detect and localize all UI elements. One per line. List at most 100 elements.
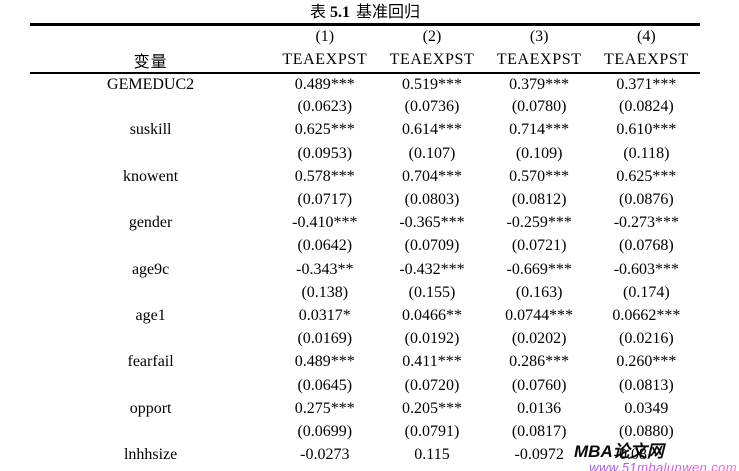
se-cell: (0.0812) <box>511 191 567 209</box>
coef-cell: 0.286*** <box>509 353 570 371</box>
coef-cell: -0.365*** <box>399 214 465 232</box>
se-empty-cell <box>30 420 271 443</box>
coef-cell: 0.489*** <box>294 353 355 371</box>
se-cell: (0.0803) <box>404 191 460 209</box>
variable-name: opport <box>129 399 172 417</box>
se-cell: (0.0192) <box>404 330 460 348</box>
se-cell: (0.174) <box>623 283 670 301</box>
se-empty-cell <box>30 188 271 211</box>
se-cell: (0.0760) <box>511 376 567 394</box>
coef-cell: 0.625*** <box>616 167 677 185</box>
coef-row: age1 0.0317* 0.0466** 0.0744*** 0.0662*** <box>30 304 700 327</box>
se-cell: (0.0953) <box>297 144 353 162</box>
se-cell: (0.0736) <box>404 98 460 116</box>
coef-cell: -0.259*** <box>506 214 572 232</box>
se-row: (0.0699) (0.0791) (0.0817) (0.0880) <box>30 420 700 443</box>
coef-cell: 0.0744*** <box>505 306 574 324</box>
variable-name: age9c <box>131 260 170 278</box>
table-body: GEMEDUC2 0.489*** 0.519*** 0.379*** 0.371***… <box>30 73 700 467</box>
coef-cell: 0.411*** <box>402 353 462 371</box>
model-number-2: (2) <box>422 27 442 45</box>
table-title-text: 基准回归 <box>356 4 421 21</box>
coef-cell: -0.08 <box>613 446 647 464</box>
se-cell: (0.0642) <box>297 237 353 255</box>
se-cell: (0.0699) <box>297 422 353 440</box>
coef-row: fearfail 0.489*** 0.411*** 0.286*** 0.260*** <box>30 351 700 374</box>
se-row: (0.0645) (0.0720) (0.0760) (0.0813) <box>30 374 700 397</box>
coef-cell: 0.519*** <box>401 75 462 93</box>
coef-row: GEMEDUC2 0.489*** 0.519*** 0.379*** 0.371*** <box>30 73 700 96</box>
variable-name: age1 <box>135 306 166 324</box>
model-number-empty-cell <box>30 25 271 48</box>
coef-cell: -0.669*** <box>506 260 572 278</box>
coef-cell: 0.610*** <box>616 121 677 139</box>
coef-cell: 0.0662*** <box>612 306 681 324</box>
coef-cell: 0.489*** <box>294 75 355 93</box>
model-number-4: (4) <box>637 27 656 45</box>
model-number-1: (1) <box>315 27 335 45</box>
se-empty-cell <box>30 374 271 397</box>
coef-cell: 0.0349 <box>624 399 669 417</box>
variable-column-header: 变量 <box>30 47 272 74</box>
se-cell: (0.0645) <box>297 376 353 394</box>
coef-cell: 0.0317* <box>298 306 351 324</box>
se-cell: (0.0202) <box>511 330 567 348</box>
coef-cell: 0.578*** <box>294 167 355 185</box>
coef-row: gender -0.410*** -0.365*** -0.259*** -0.273*… <box>30 212 700 235</box>
se-cell: (0.138) <box>301 283 349 301</box>
coef-cell: -0.410*** <box>292 214 358 232</box>
se-empty-cell <box>30 235 271 258</box>
table-header: (1) (2) (3) (4) 变量 TEAEXPST TEAEXPST TEA… <box>30 25 700 74</box>
coef-cell: 0.0466** <box>401 306 462 324</box>
coef-cell: 0.714*** <box>509 121 570 139</box>
se-cell: (0.0623) <box>297 98 353 116</box>
se-empty-cell <box>30 328 271 351</box>
coef-cell: 0.704*** <box>401 167 462 185</box>
coef-row: age9c -0.343** -0.432*** -0.669*** -0.603*** <box>30 258 700 281</box>
se-cell: (0.0880) <box>619 422 674 440</box>
coef-cell: 0.379*** <box>509 75 570 93</box>
coef-row: knowent 0.578*** 0.704*** 0.570*** 0.625*** <box>30 165 700 188</box>
coef-cell: 0.115 <box>414 446 450 464</box>
se-cell: (0.0791) <box>404 422 460 440</box>
se-cell: (0.0876) <box>619 191 674 209</box>
se-cell: (0.118) <box>623 144 670 162</box>
se-cell: (0.0721) <box>511 237 567 255</box>
se-cell: (0.0709) <box>404 237 460 255</box>
variable-name: suskill <box>129 121 172 139</box>
coef-cell: -0.0273 <box>300 446 350 464</box>
coef-cell: 0.260*** <box>616 353 677 371</box>
se-row: (0.0953) (0.107) (0.109) (0.118) <box>30 142 700 165</box>
coef-cell: 0.275*** <box>294 399 355 417</box>
se-cell: (0.0780) <box>511 98 567 116</box>
table-title-number: 5.1 <box>330 4 350 21</box>
coef-cell: 0.625*** <box>294 121 355 139</box>
se-row: (0.138) (0.155) (0.163) (0.174) <box>30 281 700 304</box>
coef-cell: 0.570*** <box>509 167 570 185</box>
dep-var-1: TEAEXPST <box>271 47 379 74</box>
dep-var-4: TEAEXPST <box>592 47 700 74</box>
variable-name: gender <box>128 214 173 232</box>
model-number-row: (1) (2) (3) (4) <box>30 25 700 48</box>
coef-cell: 0.371*** <box>616 75 677 93</box>
se-cell: (0.0216) <box>619 330 674 348</box>
se-row: (0.0623) (0.0736) (0.0780) (0.0824) <box>30 96 700 119</box>
coef-cell: -0.273*** <box>613 214 680 232</box>
coef-row: opport 0.275*** 0.205*** 0.0136 0.0349 <box>30 397 700 420</box>
se-empty-cell <box>30 281 271 304</box>
coef-row: suskill 0.625*** 0.614*** 0.714*** 0.610*** <box>30 119 700 142</box>
coef-row: lnhhsize -0.0273 0.115 -0.0972 -0.08 <box>30 444 700 467</box>
se-cell: (0.0717) <box>297 191 353 209</box>
se-empty-cell <box>30 96 271 119</box>
se-cell: (0.0824) <box>619 98 674 116</box>
coef-cell: 0.0136 <box>517 399 562 417</box>
coef-cell: 0.205*** <box>401 399 462 417</box>
se-cell: (0.0169) <box>297 330 353 348</box>
se-cell: (0.107) <box>408 144 456 162</box>
regression-table: (1) (2) (3) (4) 变量 TEAEXPST TEAEXPST TEA… <box>30 23 700 467</box>
variable-name: lnhhsize <box>123 446 178 464</box>
se-empty-cell <box>30 142 271 165</box>
coef-cell: -0.432*** <box>399 260 465 278</box>
se-row: (0.0717) (0.0803) (0.0812) (0.0876) <box>30 188 700 211</box>
se-row: (0.0642) (0.0709) (0.0721) (0.0768) <box>30 235 700 258</box>
